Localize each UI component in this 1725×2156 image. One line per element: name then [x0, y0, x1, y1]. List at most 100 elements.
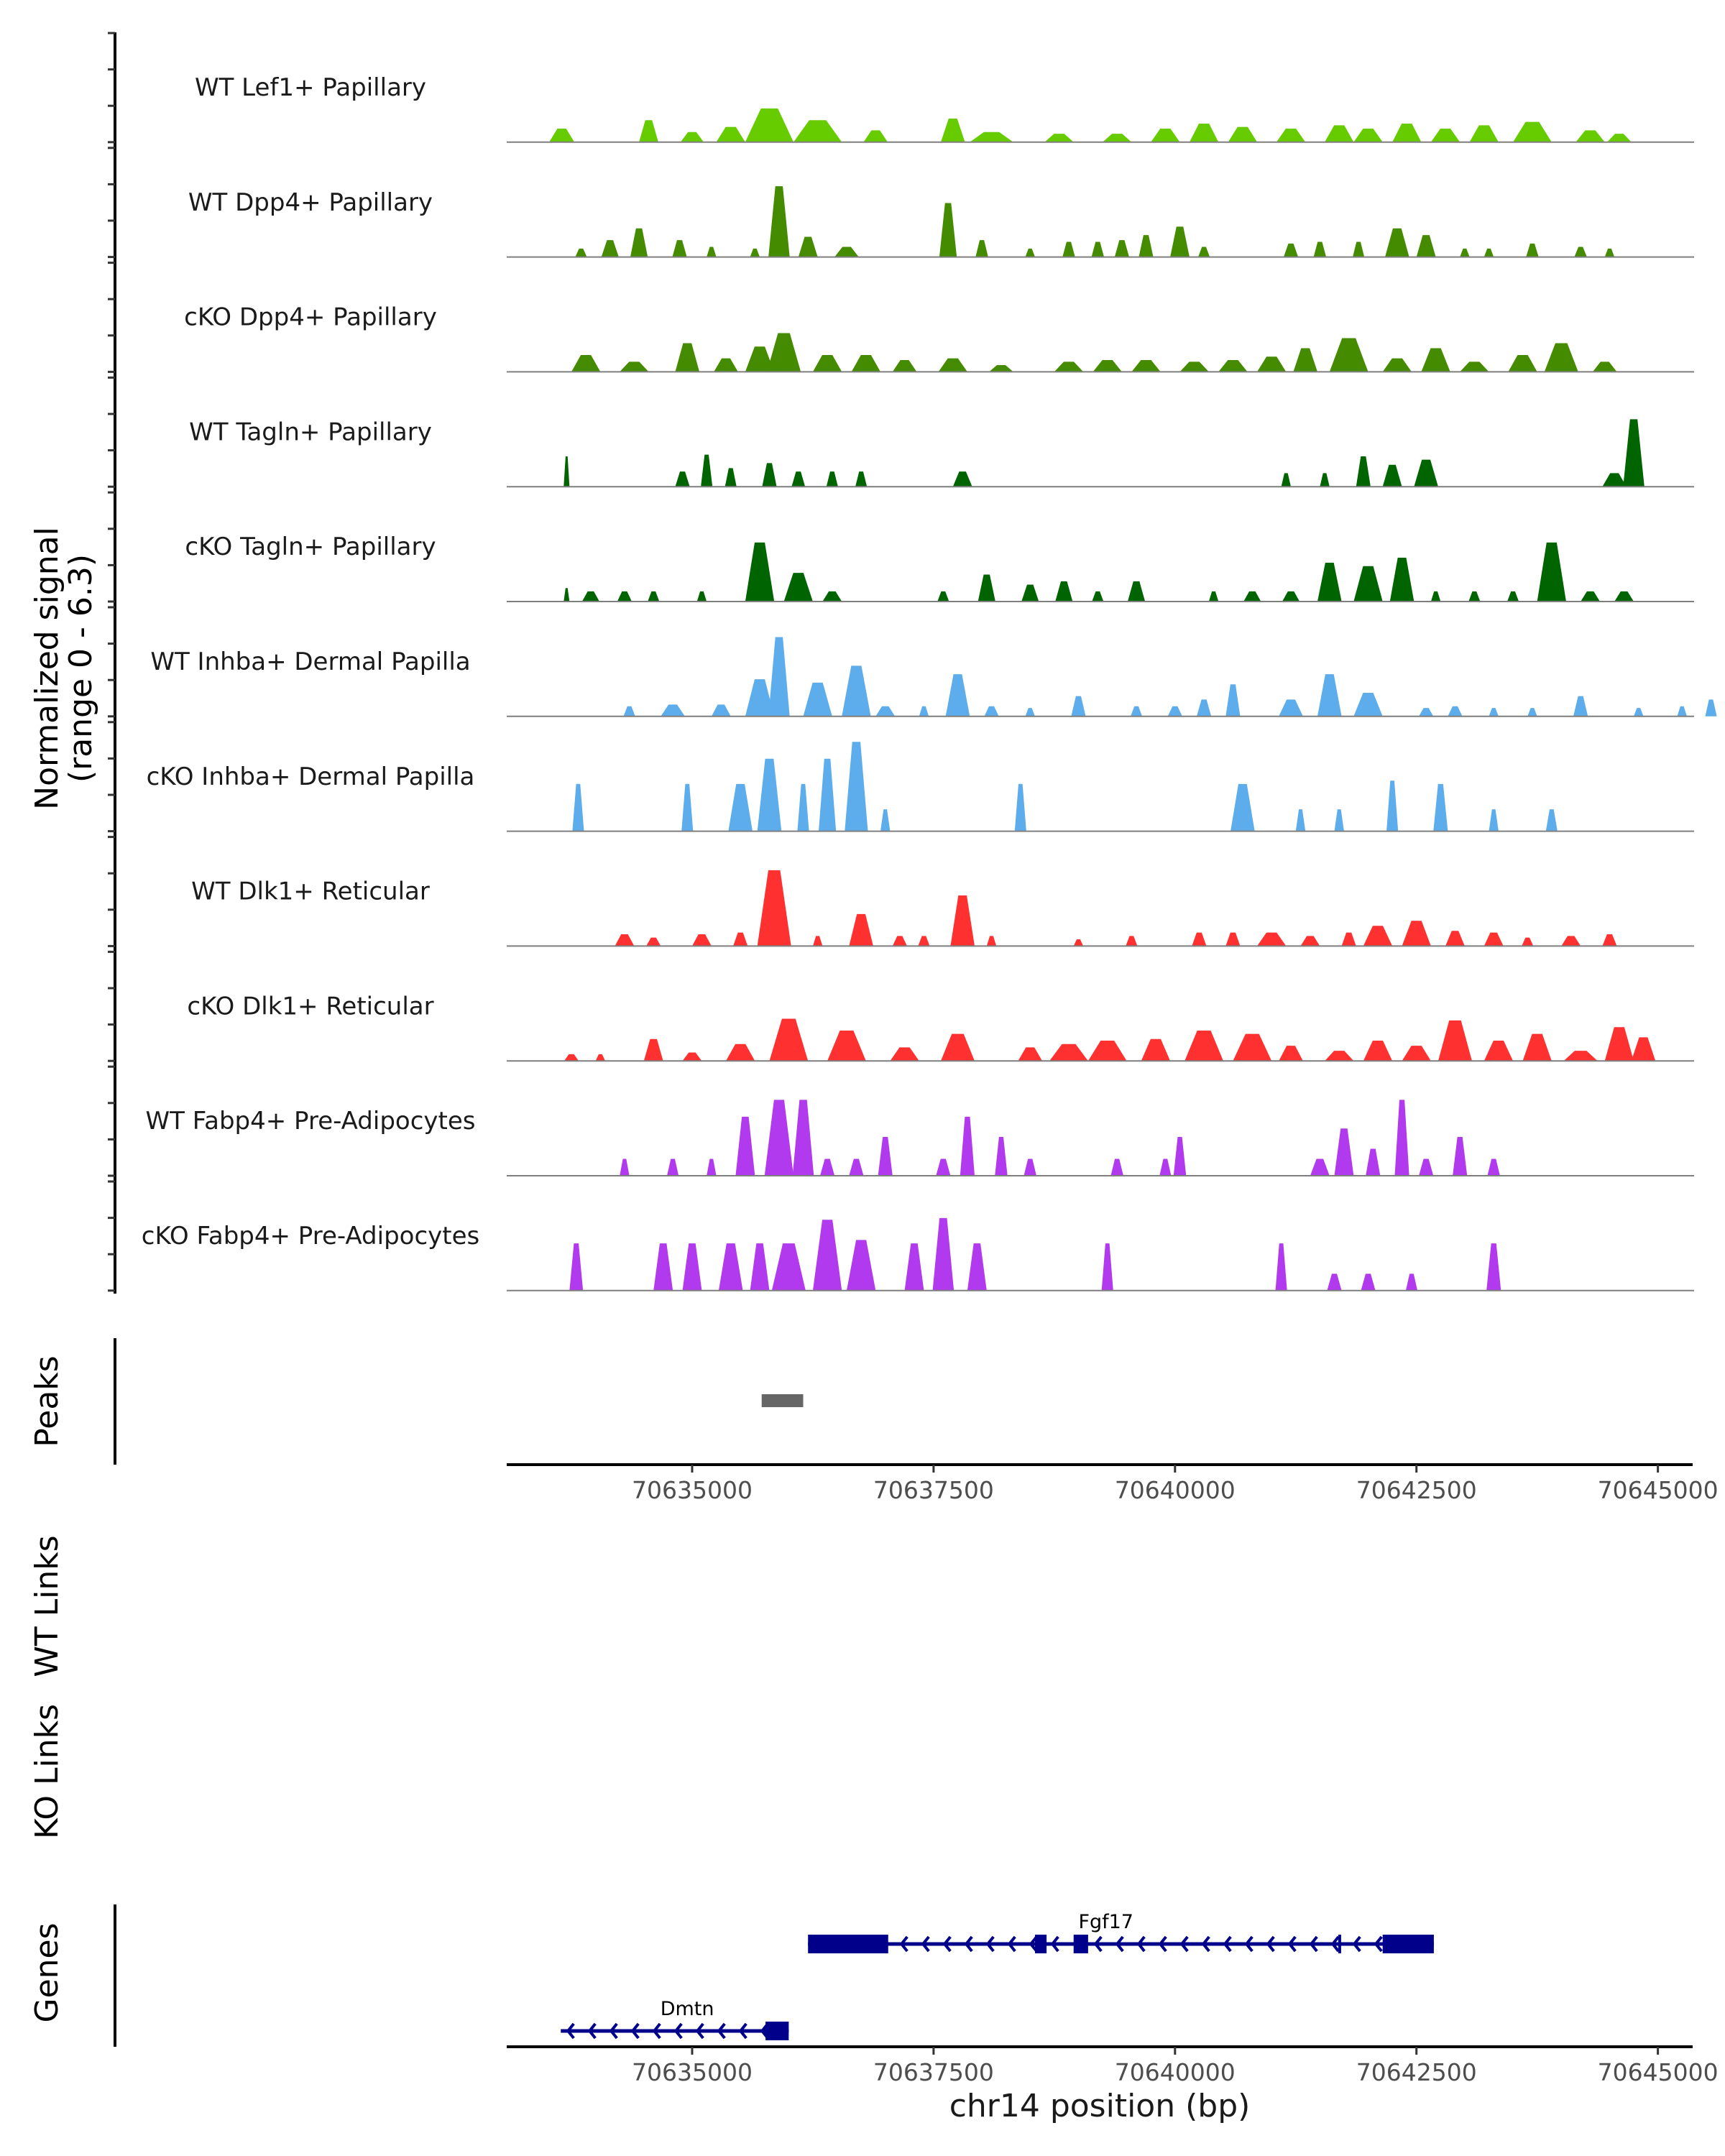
signal-track: WT Tagln+ Papillary — [189, 418, 1694, 488]
strand-arrow-icon — [695, 2022, 704, 2040]
strand-arrow-icon — [609, 2022, 618, 2040]
coverage-peak — [1167, 706, 1182, 717]
coverage-peak — [797, 783, 809, 831]
coverage-peak — [1114, 240, 1129, 257]
x-tick-label: 70642500 — [1356, 2058, 1477, 2086]
strand-arrow-icon — [1115, 1935, 1124, 1953]
strand-arrow-icon — [652, 2022, 661, 2040]
coverage-peak — [564, 1054, 579, 1061]
coverage-peak — [1414, 459, 1438, 487]
coverage-peak — [1276, 129, 1306, 142]
strand-arrow-icon — [630, 2022, 640, 2040]
coverage-peak — [892, 359, 917, 372]
strand-arrow-icon — [673, 2022, 683, 2040]
coverage-peak — [771, 1243, 806, 1291]
signal-track: cKO Dlk1+ Reticular — [187, 992, 1694, 1062]
coverage-peak — [1233, 1033, 1272, 1061]
coverage-peak — [572, 783, 584, 831]
coverage-peak — [845, 742, 868, 831]
coverage-peak — [984, 706, 999, 717]
coverage-peak — [940, 1033, 975, 1061]
track-label: cKO Dlk1+ Reticular — [187, 992, 433, 1021]
coverage-peak — [1087, 1041, 1127, 1061]
coverage-peak — [1438, 1020, 1472, 1061]
coverage-peak — [989, 365, 1013, 372]
coverage-peak — [1044, 134, 1074, 142]
gene-model: Dmtn — [561, 1998, 789, 2040]
y-axis-title-line2: (range 0 - 6.3) — [63, 554, 99, 783]
coverage-peak — [716, 126, 745, 142]
coverage-peak — [620, 1158, 630, 1176]
coverage-peak — [1320, 473, 1330, 487]
coverage-peak — [1198, 247, 1210, 257]
coverage-peak — [696, 591, 707, 602]
coverage-peak — [849, 1158, 864, 1176]
coverage-peak — [1275, 1243, 1287, 1291]
coverage-peak — [1419, 708, 1434, 717]
coverage-peak — [728, 783, 753, 831]
peaks-track: Peaks — [29, 1338, 804, 1465]
coverage-peak — [1071, 696, 1086, 717]
coverage-peak — [646, 937, 661, 946]
gene-name-label: Fgf17 — [1078, 1911, 1133, 1933]
coverage-peak — [691, 934, 712, 946]
coverage-peak — [818, 758, 837, 831]
track-label: WT Dlk1+ Reticular — [191, 877, 430, 906]
coverage-peak — [1544, 343, 1578, 372]
track-label: WT Fabp4+ Pre-Adipocytes — [146, 1107, 476, 1135]
coverage-peak — [1419, 1158, 1434, 1176]
coverage-peak — [995, 1137, 1008, 1176]
coverage-peak — [1049, 1044, 1088, 1061]
coverage-peak — [745, 679, 775, 717]
coverage-peak — [940, 118, 965, 142]
coverage-peak — [1385, 228, 1409, 257]
coverage-peak — [745, 542, 775, 602]
strand-arrow-icon — [942, 1935, 952, 1953]
coverage-peak — [975, 240, 988, 257]
strand-arrow-icon — [1007, 1935, 1016, 1953]
coverage-peak — [960, 1116, 975, 1176]
coverage-peak — [639, 120, 658, 142]
coverage-peak — [1537, 542, 1566, 602]
track-label: WT Tagln+ Papillary — [189, 418, 432, 446]
coverage-peak — [1208, 591, 1219, 602]
coverage-peak — [1024, 1158, 1036, 1176]
coverage-peak — [1394, 1100, 1409, 1176]
coverage-peak — [575, 248, 587, 257]
strand-arrow-icon — [1244, 1935, 1254, 1953]
coverage-peak — [1634, 708, 1644, 717]
coverage-peak — [1092, 591, 1104, 602]
strand-arrow-icon — [1201, 1935, 1210, 1953]
coverage-peak — [757, 870, 791, 946]
coverage-peak — [820, 1158, 835, 1176]
coverage-peak — [667, 1158, 679, 1176]
coverage-peak — [1325, 125, 1354, 142]
coverage-peak — [1073, 939, 1084, 946]
coverage-peak — [855, 471, 868, 487]
coverage-peak — [1522, 937, 1534, 946]
coverage-peak — [1092, 359, 1122, 372]
coverage-peak — [1279, 1046, 1303, 1061]
coverage-peak — [745, 346, 775, 372]
coverage-peak — [945, 674, 970, 717]
coverage-peak — [750, 1243, 770, 1291]
coverage-peak — [1257, 932, 1287, 946]
coverage-peak — [1283, 243, 1299, 257]
coverage-peak — [718, 1243, 743, 1291]
coverage-peak — [986, 936, 997, 946]
coverage-peak — [1170, 226, 1190, 257]
coverage-peak — [1522, 1033, 1552, 1061]
strand-arrow-icon — [1309, 1935, 1318, 1953]
coverage-peak — [1334, 1128, 1354, 1176]
genes-track: Genes Fgf17 Dmtn — [29, 1904, 1434, 2047]
coverage-peak — [1025, 248, 1035, 257]
coverage-peak — [939, 203, 957, 257]
coverage-peak — [617, 591, 632, 602]
coverage-peak — [675, 343, 700, 372]
x-tick-label: 70637500 — [873, 1476, 994, 1504]
coverage-peak — [798, 236, 818, 257]
coverage-peak — [812, 354, 842, 372]
coverage-peak — [564, 456, 570, 487]
x-tick-label: 70635000 — [632, 1476, 753, 1504]
